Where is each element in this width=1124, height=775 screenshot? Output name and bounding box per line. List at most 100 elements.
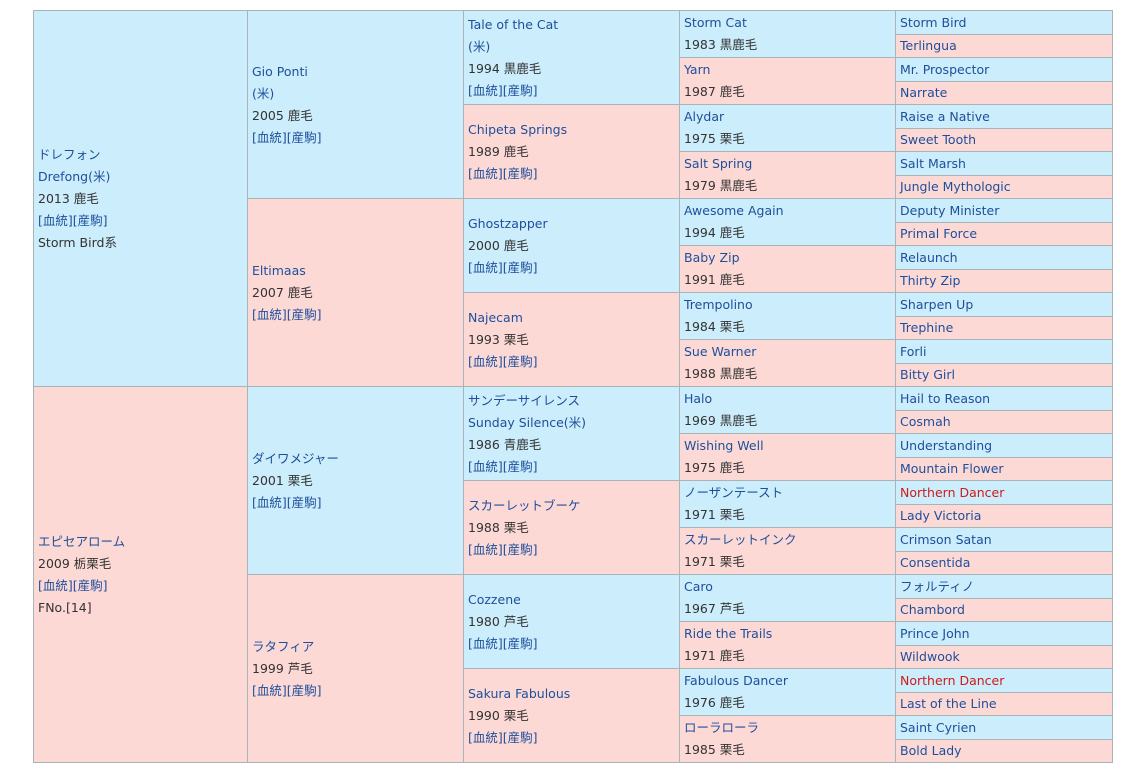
horse-name[interactable]: Mountain Flower (900, 461, 1004, 476)
horse-name[interactable]: Cosmah (900, 414, 951, 429)
horse-name[interactable]: Sue Warner (684, 344, 757, 359)
pedigree-links[interactable]: [血統][産駒] (38, 212, 108, 228)
horse-name[interactable]: Forli (900, 343, 927, 359)
horse-name[interactable]: Understanding (900, 437, 993, 453)
horse-name[interactable]: Lady Victoria (900, 508, 982, 523)
horse-info: 1990 栗毛 (468, 707, 529, 723)
horse-name[interactable]: Cozzene (468, 591, 521, 607)
horse-name[interactable]: Trephine (900, 320, 954, 335)
horse-name[interactable]: Hail to Reason (900, 390, 991, 406)
horse-name[interactable]: Bold Lady (900, 743, 962, 758)
pedigree-links[interactable]: [血統][産駒] (252, 494, 322, 510)
horse-name[interactable]: Sweet Tooth (900, 132, 977, 147)
horse-cell: フォルティノ (895, 574, 1113, 599)
horse-name[interactable]: Baby Zip (684, 250, 740, 265)
horse-cell: Caro 1967 芦毛 (679, 574, 896, 622)
horse-name[interactable]: ダイワメジャー (252, 450, 339, 466)
horse-name[interactable]: Yarn (684, 62, 711, 77)
horse-name[interactable]: Bitty Girl (900, 367, 955, 382)
horse-name[interactable]: スカーレットブーケ (468, 497, 581, 513)
horse-name[interactable]: ドレフォン (38, 146, 101, 162)
horse-name[interactable]: (米) (468, 38, 491, 54)
pedigree-links[interactable]: [血統][産駒] (468, 259, 538, 275)
horse-name[interactable]: Wildwook (900, 649, 960, 664)
horse-name[interactable]: Northern Dancer (900, 484, 1005, 500)
horse-info: 1980 芦毛 (468, 613, 529, 629)
horse-name[interactable]: Eltimaas (252, 262, 306, 278)
horse-cell: Raise a Native (895, 104, 1113, 129)
horse-name[interactable]: スカーレットインク (684, 532, 797, 547)
horse-name[interactable]: Salt Spring (684, 156, 753, 171)
pedigree-links[interactable]: [血統][産駒] (38, 577, 108, 593)
horse-name[interactable]: Raise a Native (900, 108, 990, 124)
horse-info: 1979 黒鹿毛 (684, 178, 758, 193)
horse-cell: ノーザンテースト 1971 栗毛 (679, 480, 896, 528)
horse-name[interactable]: Narrate (900, 85, 948, 100)
horse-cell: Narrate (895, 81, 1113, 105)
horse-name[interactable]: Awesome Again (684, 203, 784, 218)
horse-name[interactable]: Gio Ponti (252, 63, 308, 79)
pedigree-links[interactable]: [血統][産駒] (252, 306, 322, 322)
horse-cell: スカーレットブーケ 1988 栗毛 [血統][産駒] (463, 480, 680, 575)
horse-cell: Halo 1969 黒鹿毛 (679, 386, 896, 434)
horse-name[interactable]: Tale of the Cat (468, 16, 559, 32)
horse-name[interactable]: Last of the Line (900, 696, 997, 711)
horse-name[interactable]: ローラローラ (684, 720, 760, 735)
horse-cell: ドレフォン Drefong(米) 2013 鹿毛 [血統][産駒] Storm Bird… (33, 10, 248, 387)
horse-name[interactable]: Sakura Fabulous (468, 685, 571, 701)
horse-info: 1988 栗毛 (468, 519, 529, 535)
horse-name[interactable]: Sunday Silence(米) (468, 414, 587, 430)
horse-info: 1991 鹿毛 (684, 272, 745, 287)
pedigree-links[interactable]: [血統][産駒] (468, 82, 538, 98)
horse-info: 1967 芦毛 (684, 601, 745, 616)
horse-name[interactable]: Ghostzapper (468, 215, 548, 231)
horse-name[interactable]: Primal Force (900, 226, 978, 241)
horse-name[interactable]: Chambord (900, 602, 965, 617)
horse-name[interactable]: Halo (684, 391, 713, 406)
horse-info: 1969 黒鹿毛 (684, 413, 758, 428)
pedigree-links[interactable]: [血統][産駒] (468, 353, 538, 369)
horse-name[interactable]: Crimson Satan (900, 531, 992, 547)
pedigree-links[interactable]: [血統][産駒] (252, 682, 322, 698)
pedigree-links[interactable]: [血統][産駒] (252, 129, 322, 145)
horse-name[interactable]: Caro (684, 579, 713, 594)
horse-name[interactable]: Thirty Zip (900, 273, 961, 288)
horse-name[interactable]: エピセアローム (38, 533, 126, 549)
horse-cell: Bold Lady (895, 739, 1113, 763)
horse-name[interactable]: Sharpen Up (900, 296, 974, 312)
horse-name[interactable]: ノーザンテースト (684, 485, 784, 500)
horse-name[interactable]: Storm Cat (684, 15, 747, 30)
horse-name[interactable]: フォルティノ (900, 578, 975, 594)
horse-name[interactable]: Alydar (684, 109, 725, 124)
pedigree-links[interactable]: [血統][産駒] (468, 458, 538, 474)
horse-name[interactable]: Salt Marsh (900, 155, 966, 171)
horse-name[interactable]: Consentida (900, 555, 971, 570)
pedigree-links[interactable]: [血統][産駒] (468, 165, 538, 181)
horse-name[interactable]: Jungle Mythologic (900, 179, 1011, 194)
horse-name[interactable]: Wishing Well (684, 438, 764, 453)
horse-name[interactable]: Relaunch (900, 249, 958, 265)
horse-name[interactable]: Fabulous Dancer (684, 673, 788, 688)
horse-cell: Mr. Prospector (895, 57, 1113, 82)
horse-info: 1975 鹿毛 (684, 460, 745, 475)
pedigree-links[interactable]: [血統][産駒] (468, 729, 538, 745)
horse-name[interactable]: (米) (252, 85, 275, 101)
horse-name[interactable]: ラタフィア (252, 638, 315, 654)
horse-name[interactable]: Trempolino (684, 297, 753, 312)
horse-name[interactable]: Najecam (468, 309, 523, 325)
horse-cell: Ghostzapper 2000 鹿毛 [血統][産駒] (463, 198, 680, 293)
horse-cell: Cosmah (895, 410, 1113, 434)
horse-name[interactable]: Deputy Minister (900, 202, 1000, 218)
horse-name[interactable]: Storm Bird (900, 14, 967, 30)
horse-name[interactable]: Mr. Prospector (900, 61, 990, 77)
horse-name[interactable]: Drefong(米) (38, 168, 111, 184)
horse-name[interactable]: Northern Dancer (900, 672, 1005, 688)
pedigree-links[interactable]: [血統][産駒] (468, 635, 538, 651)
horse-name[interactable]: Prince John (900, 625, 970, 641)
pedigree-links[interactable]: [血統][産駒] (468, 541, 538, 557)
horse-name[interactable]: Ride the Trails (684, 626, 773, 641)
horse-name[interactable]: Terlingua (900, 38, 957, 53)
horse-name[interactable]: サンデーサイレンス (468, 392, 581, 408)
horse-name[interactable]: Chipeta Springs (468, 121, 568, 137)
horse-name[interactable]: Saint Cyrien (900, 719, 977, 735)
